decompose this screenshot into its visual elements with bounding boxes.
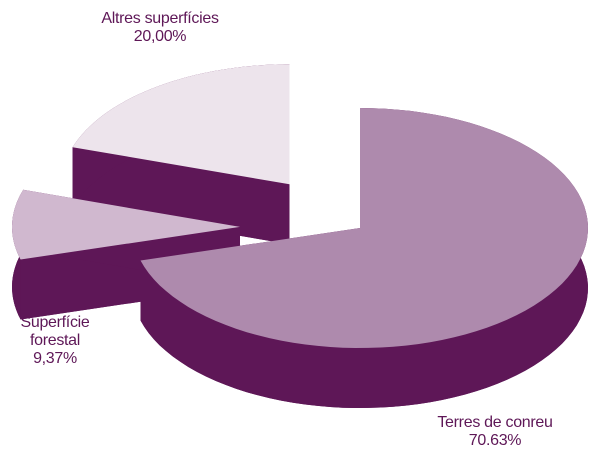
label-terres: Terres de conreu 70.63% [410,414,580,450]
category-label: Terres de conreu [437,414,553,431]
slice [72,64,290,185]
value-label: 20,00% [133,28,187,45]
slice-side [72,147,290,245]
value-label: 9,37% [33,350,77,367]
category-label: Superfície forestal [20,314,90,349]
label-forestal: Superfície forestal 9,37% [10,314,100,368]
label-altres: Altres superfícies 20,00% [60,10,260,46]
slice [140,108,588,348]
slice [12,189,240,260]
value-label: 70.63% [468,432,522,449]
category-label: Altres superfícies [101,10,219,27]
